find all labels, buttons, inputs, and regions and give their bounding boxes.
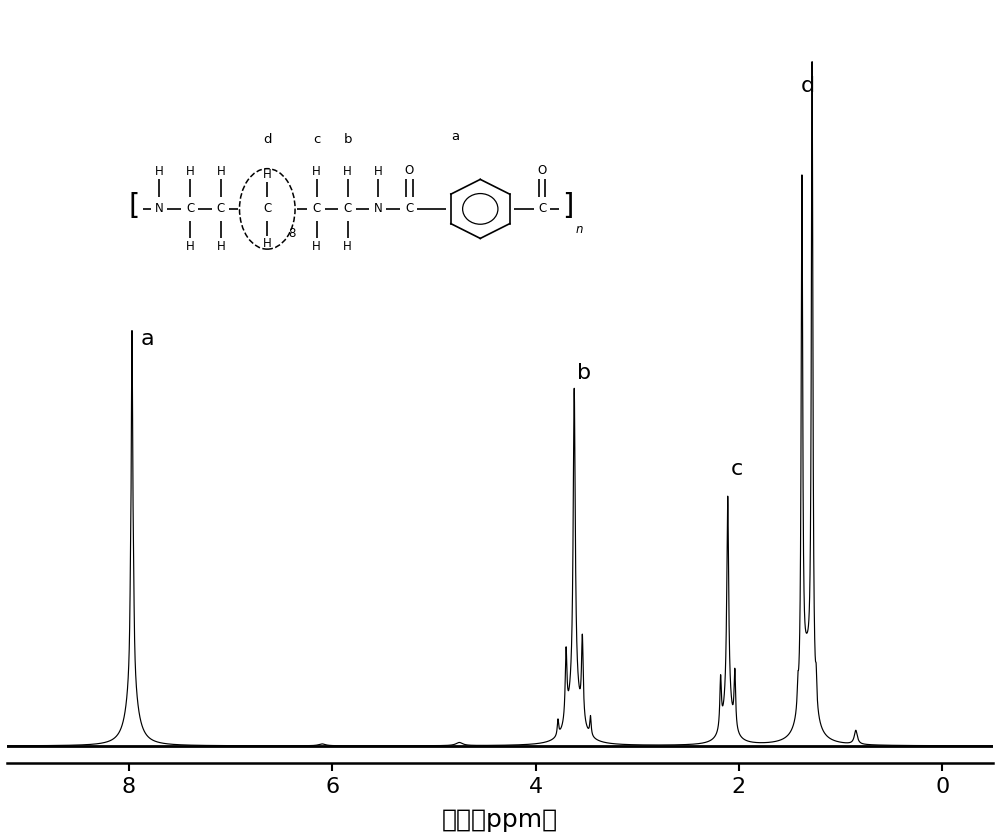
Text: d: d: [801, 76, 815, 96]
Text: a: a: [140, 329, 154, 349]
Text: b: b: [577, 363, 591, 383]
Text: c: c: [731, 459, 743, 479]
X-axis label: 位移（ppm）: 位移（ppm）: [442, 808, 558, 832]
